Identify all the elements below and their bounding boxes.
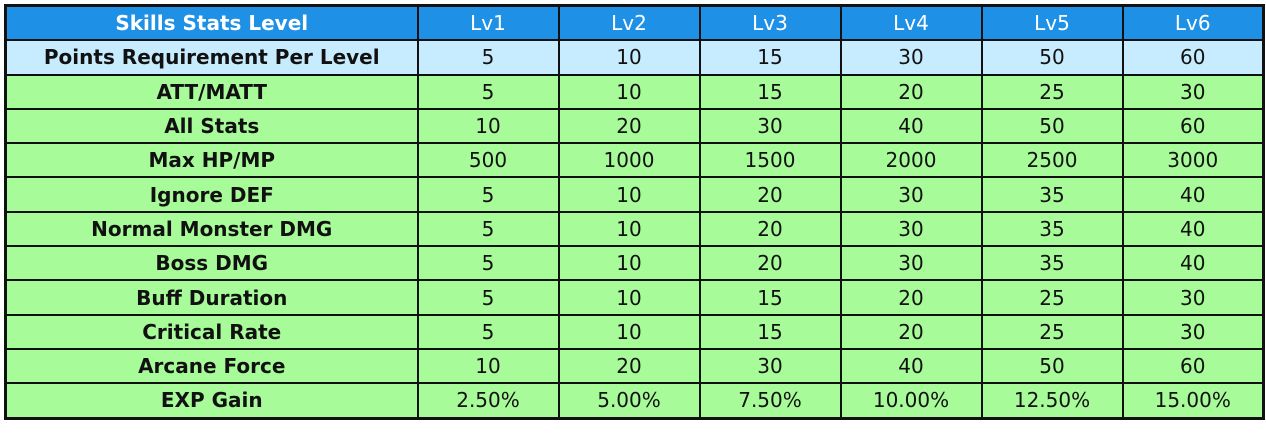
- table-cell: 20: [557, 347, 701, 385]
- table-cell: 40: [1121, 176, 1265, 213]
- table-row: Ignore DEF 5 10 20 30 35 40: [4, 176, 1265, 213]
- table-cell: 25: [980, 313, 1124, 350]
- skills-stats-table-container: Skills Stats Level Lv1 Lv2 Lv3 Lv4 Lv5 L…: [4, 4, 1265, 420]
- table-row: Arcane Force 10 20 30 40 50 60: [4, 347, 1265, 385]
- table-cell: 10: [557, 245, 701, 282]
- requirement-cell: 5: [416, 39, 560, 76]
- requirement-cell: 10: [557, 39, 701, 76]
- table-cell: 30: [839, 210, 983, 248]
- requirement-cell: 30: [839, 39, 983, 76]
- table-row: Critical Rate 5 10 15 20 25 30: [4, 313, 1265, 350]
- table-cell: 20: [698, 176, 842, 213]
- table-cell: 10.00%: [839, 382, 983, 420]
- table-cell: 30: [1121, 279, 1265, 316]
- table-cell: 50: [980, 347, 1124, 385]
- table-cell: 25: [980, 279, 1124, 316]
- header-cell-lv1: Lv1: [416, 4, 560, 42]
- requirement-label: Points Requirement Per Level: [4, 39, 419, 76]
- requirement-row: Points Requirement Per Level 5 10 15 30 …: [4, 39, 1265, 76]
- table-row: All Stats 10 20 30 40 50 60: [4, 107, 1265, 145]
- table-cell: 2.50%: [416, 382, 560, 420]
- table-cell: 60: [1121, 347, 1265, 385]
- row-label: ATT/MATT: [4, 73, 419, 110]
- table-body: Points Requirement Per Level 5 10 15 30 …: [4, 39, 1265, 420]
- table-cell: 12.50%: [980, 382, 1124, 420]
- row-label: Max HP/MP: [4, 142, 419, 179]
- row-label: Ignore DEF: [4, 176, 419, 213]
- table-header-row: Skills Stats Level Lv1 Lv2 Lv3 Lv4 Lv5 L…: [4, 4, 1265, 42]
- table-cell: 10: [416, 347, 560, 385]
- table-row: Max HP/MP 500 1000 1500 2000 2500 3000: [4, 142, 1265, 179]
- row-label: All Stats: [4, 107, 419, 145]
- table-cell: 30: [1121, 313, 1265, 350]
- table-cell: 25: [980, 73, 1124, 110]
- table-cell: 5: [416, 313, 560, 350]
- table-cell: 40: [1121, 210, 1265, 248]
- table-cell: 15: [698, 73, 842, 110]
- table-cell: 5: [416, 73, 560, 110]
- table-cell: 30: [839, 176, 983, 213]
- table-cell: 40: [839, 347, 983, 385]
- header-cell-lv5: Lv5: [980, 4, 1124, 42]
- table-cell: 15.00%: [1121, 382, 1265, 420]
- table-cell: 50: [980, 107, 1124, 145]
- table-cell: 1000: [557, 142, 701, 179]
- table-cell: 30: [698, 107, 842, 145]
- header-cell-label: Skills Stats Level: [4, 4, 419, 42]
- table-cell: 40: [839, 107, 983, 145]
- table-cell: 10: [557, 313, 701, 350]
- header-cell-lv2: Lv2: [557, 4, 701, 42]
- table-cell: 500: [416, 142, 560, 179]
- table-cell: 2500: [980, 142, 1124, 179]
- header-cell-lv6: Lv6: [1121, 4, 1265, 42]
- requirement-cell: 50: [980, 39, 1124, 76]
- table-row: ATT/MATT 5 10 15 20 25 30: [4, 73, 1265, 110]
- row-label: Normal Monster DMG: [4, 210, 419, 248]
- requirement-cell: 60: [1121, 39, 1265, 76]
- table-cell: 1500: [698, 142, 842, 179]
- table-row: Normal Monster DMG 5 10 20 30 35 40: [4, 210, 1265, 248]
- table-cell: 10: [416, 107, 560, 145]
- table-cell: 5: [416, 245, 560, 282]
- table-cell: 35: [980, 245, 1124, 282]
- table-cell: 10: [557, 176, 701, 213]
- table-cell: 40: [1121, 245, 1265, 282]
- header-cell-lv4: Lv4: [839, 4, 983, 42]
- table-row: Boss DMG 5 10 20 30 35 40: [4, 245, 1265, 282]
- table-cell: 5: [416, 176, 560, 213]
- table-cell: 7.50%: [698, 382, 842, 420]
- row-label: Buff Duration: [4, 279, 419, 316]
- table-cell: 30: [839, 245, 983, 282]
- requirement-cell: 15: [698, 39, 842, 76]
- table-cell: 5: [416, 279, 560, 316]
- table-cell: 2000: [839, 142, 983, 179]
- table-cell: 5: [416, 210, 560, 248]
- table-cell: 10: [557, 279, 701, 316]
- table-cell: 20: [557, 107, 701, 145]
- table-cell: 20: [698, 210, 842, 248]
- table-cell: 20: [839, 279, 983, 316]
- header-cell-lv3: Lv3: [698, 4, 842, 42]
- table-cell: 35: [980, 176, 1124, 213]
- skills-stats-table: Skills Stats Level Lv1 Lv2 Lv3 Lv4 Lv5 L…: [4, 4, 1265, 420]
- table-cell: 20: [839, 73, 983, 110]
- row-label: Boss DMG: [4, 245, 419, 282]
- table-cell: 15: [698, 313, 842, 350]
- table-cell: 15: [698, 279, 842, 316]
- table-cell: 30: [698, 347, 842, 385]
- table-cell: 10: [557, 210, 701, 248]
- table-cell: 30: [1121, 73, 1265, 110]
- table-cell: 3000: [1121, 142, 1265, 179]
- row-label: Arcane Force: [4, 347, 419, 385]
- table-cell: 20: [698, 245, 842, 282]
- table-cell: 35: [980, 210, 1124, 248]
- table-row: Buff Duration 5 10 15 20 25 30: [4, 279, 1265, 316]
- row-label: EXP Gain: [4, 382, 419, 420]
- row-label: Critical Rate: [4, 313, 419, 350]
- table-cell: 10: [557, 73, 701, 110]
- table-cell: 20: [839, 313, 983, 350]
- table-row: EXP Gain 2.50% 5.00% 7.50% 10.00% 12.50% 15.00…: [4, 382, 1265, 420]
- table-cell: 5.00%: [557, 382, 701, 420]
- table-cell: 60: [1121, 107, 1265, 145]
